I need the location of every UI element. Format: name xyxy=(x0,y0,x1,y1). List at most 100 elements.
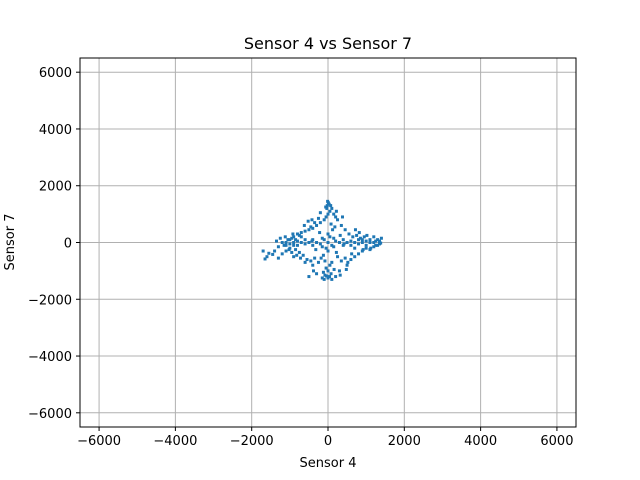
x-tick-label: 0 xyxy=(324,434,332,449)
data-points xyxy=(261,199,383,281)
data-point xyxy=(301,253,305,257)
data-point xyxy=(336,255,340,259)
data-point xyxy=(322,277,326,281)
data-point xyxy=(265,255,269,259)
data-point xyxy=(283,235,287,239)
data-point xyxy=(303,242,307,246)
axis-ticks: −6000 −4000 −2000 0 2000 4000 6000 −6000 −4000 −2… xyxy=(28,66,573,449)
data-point xyxy=(297,233,301,237)
data-point xyxy=(327,202,331,206)
data-point xyxy=(334,250,338,254)
data-point xyxy=(324,266,328,270)
data-point xyxy=(324,274,328,278)
data-point xyxy=(284,249,288,253)
data-point xyxy=(353,228,357,232)
data-point xyxy=(349,243,353,247)
data-point xyxy=(303,229,307,233)
data-point xyxy=(290,250,294,254)
data-point xyxy=(379,236,383,240)
data-point xyxy=(345,263,349,267)
data-point xyxy=(273,249,277,253)
data-point xyxy=(333,225,337,229)
data-point xyxy=(294,248,298,252)
data-point xyxy=(295,239,299,243)
data-point xyxy=(323,259,327,263)
data-point xyxy=(290,236,294,240)
data-point xyxy=(287,248,291,252)
y-axis-label: Sensor 7 xyxy=(3,214,18,271)
data-point xyxy=(329,222,333,226)
data-point xyxy=(334,215,338,219)
y-tick-label: −2000 xyxy=(28,293,72,308)
data-point xyxy=(343,256,347,260)
data-point xyxy=(286,238,290,242)
data-point xyxy=(295,243,299,247)
data-point xyxy=(353,241,357,244)
data-point xyxy=(312,269,316,273)
data-point xyxy=(274,239,278,243)
data-point xyxy=(338,233,342,237)
data-point xyxy=(292,255,296,259)
data-point xyxy=(332,212,336,216)
data-point xyxy=(372,235,376,239)
data-point xyxy=(318,221,322,225)
data-point xyxy=(353,255,357,259)
data-point xyxy=(325,206,329,210)
data-point xyxy=(309,259,313,263)
data-point xyxy=(324,215,328,219)
data-point xyxy=(374,239,378,243)
data-point xyxy=(358,236,362,240)
data-point xyxy=(299,231,303,235)
data-point xyxy=(288,238,292,242)
data-point xyxy=(295,232,299,236)
data-point xyxy=(318,242,322,246)
data-point xyxy=(341,238,345,242)
data-point xyxy=(331,228,335,232)
y-tick-label: −4000 xyxy=(28,350,72,365)
data-point xyxy=(329,272,333,276)
data-point xyxy=(361,248,365,252)
data-point xyxy=(330,206,334,210)
data-point xyxy=(320,276,324,280)
data-point xyxy=(372,245,376,249)
data-point xyxy=(372,241,376,244)
data-point xyxy=(342,242,346,246)
data-point xyxy=(303,260,307,264)
data-point xyxy=(362,235,366,239)
data-point xyxy=(307,275,311,279)
data-point xyxy=(322,218,326,222)
data-point xyxy=(357,242,361,246)
data-point xyxy=(328,209,332,213)
data-point xyxy=(307,241,311,244)
chart-title: Sensor 4 vs Sensor 7 xyxy=(244,34,412,53)
data-point xyxy=(263,257,267,261)
data-point xyxy=(337,241,341,244)
data-point xyxy=(299,235,303,239)
data-point xyxy=(368,238,372,242)
data-point xyxy=(315,272,319,276)
data-point xyxy=(324,246,328,250)
data-point xyxy=(292,241,296,244)
data-point xyxy=(379,241,383,245)
data-point xyxy=(326,241,330,244)
data-point xyxy=(276,245,280,249)
data-point xyxy=(334,275,338,279)
data-point xyxy=(310,218,314,222)
data-point xyxy=(311,243,315,247)
data-point xyxy=(299,256,303,260)
data-point xyxy=(326,199,330,203)
data-point xyxy=(284,241,288,244)
data-point xyxy=(294,238,298,242)
data-point xyxy=(364,239,368,243)
data-point xyxy=(365,233,369,237)
data-point xyxy=(351,235,355,239)
data-point xyxy=(319,256,323,260)
data-point xyxy=(322,238,326,242)
data-point xyxy=(334,239,338,243)
data-point xyxy=(315,241,319,244)
data-point xyxy=(368,241,372,244)
data-point xyxy=(292,235,296,239)
data-point xyxy=(344,267,348,271)
data-point xyxy=(302,223,306,227)
data-point xyxy=(328,263,332,267)
